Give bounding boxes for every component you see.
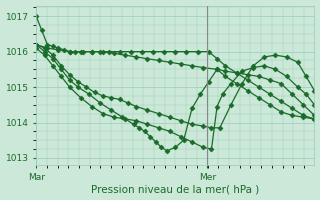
X-axis label: Pression niveau de la mer( hPa ): Pression niveau de la mer( hPa ) [91,184,260,194]
